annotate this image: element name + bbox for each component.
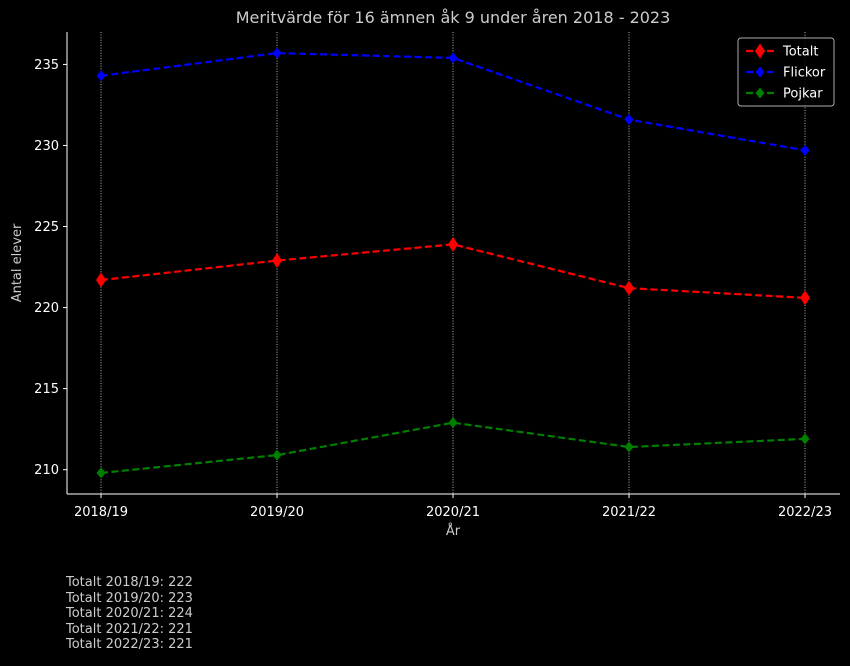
footnote-line: Totalt 2022/23: 221 <box>66 637 193 652</box>
legend-marker <box>755 66 765 78</box>
series-totalt <box>96 236 810 306</box>
legend-item: Flickor <box>746 66 826 81</box>
legend-marker <box>755 87 765 99</box>
footnote-line: Totalt 2019/20: 223 <box>66 590 193 606</box>
x-tick-label: 2021/22 <box>602 505 656 520</box>
data-point <box>96 70 106 82</box>
series-flickor <box>96 47 810 156</box>
y-tick-label: 220 <box>34 301 59 316</box>
legend-label: Flickor <box>783 66 826 81</box>
x-axis-ticks: 2018/19 2019/20 2020/21 2021/22 2022/23 <box>74 494 832 520</box>
y-axis-label: Antal elever <box>10 223 25 302</box>
legend-label: Pojkar <box>783 87 823 102</box>
y-tick-label: 230 <box>34 139 59 154</box>
y-tick-label: 210 <box>34 463 59 478</box>
legend: Totalt Flickor Pojkar <box>737 37 835 107</box>
x-axis-label: År <box>446 523 461 539</box>
y-tick-label: 235 <box>34 58 59 73</box>
series-line <box>100 421 806 475</box>
data-point <box>624 280 634 296</box>
series-line <box>100 51 806 152</box>
footnote-line: Totalt 2020/21: 224 <box>66 606 193 621</box>
data-point <box>96 272 106 288</box>
data-point <box>96 467 106 479</box>
data-point <box>624 114 634 126</box>
y-tick-label: 215 <box>34 382 59 397</box>
series-pojkar <box>96 417 810 479</box>
footnote-line: Totalt 2021/22: 221 <box>66 621 193 637</box>
footnotes: Totalt 2018/19: 222 Totalt 2019/20: 223 … <box>66 575 193 653</box>
data-point <box>624 441 634 453</box>
legend-marker <box>755 43 765 59</box>
legend-item: Pojkar <box>746 87 823 102</box>
data-point <box>800 433 810 445</box>
x-tick-label: 2018/19 <box>74 505 128 520</box>
x-tick-label: 2019/20 <box>250 505 304 520</box>
data-point <box>800 144 810 156</box>
series-line <box>100 243 806 299</box>
y-tick-label: 225 <box>34 220 59 235</box>
data-point <box>272 253 282 269</box>
data-point <box>448 236 458 252</box>
data-point <box>448 52 458 64</box>
data-point <box>448 417 458 429</box>
grid-lines <box>100 32 806 494</box>
data-point <box>800 290 810 306</box>
footnote-line: Totalt 2018/19: 222 <box>66 575 193 590</box>
x-tick-label: 2020/21 <box>426 505 480 520</box>
legend-item: Totalt <box>746 43 818 60</box>
data-point <box>272 449 282 461</box>
x-tick-label: 2022/23 <box>778 505 832 520</box>
y-axis-ticks: 210 215 220 225 230 235 <box>34 58 67 478</box>
legend-label: Totalt <box>782 45 818 60</box>
series-group <box>96 47 810 479</box>
data-point <box>272 47 282 59</box>
chart-title: Meritvärde för 16 ämnen åk 9 under åren … <box>236 8 671 27</box>
